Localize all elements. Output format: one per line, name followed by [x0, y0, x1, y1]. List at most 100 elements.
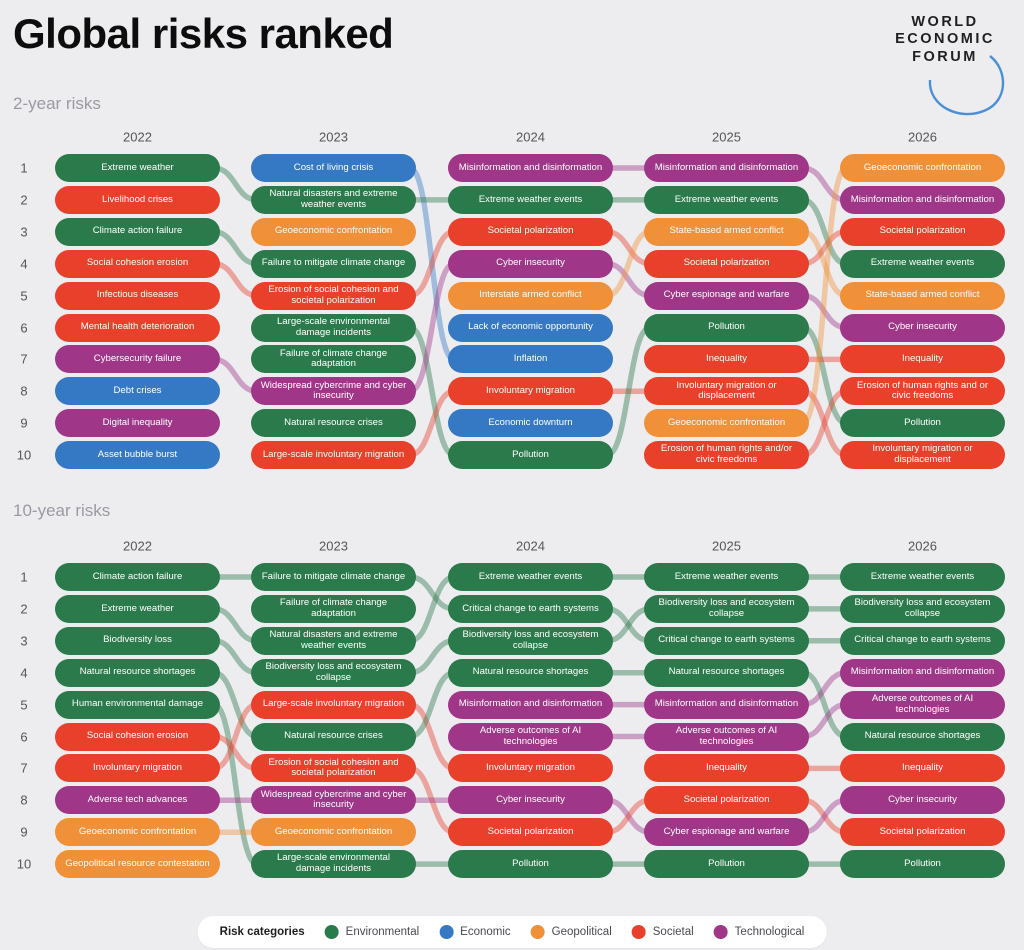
risk-pill: Extreme weather	[55, 154, 220, 182]
risk-pill: Widespread cybercrime and cyber insecuri…	[251, 786, 416, 815]
risk-pill: Natural resource shortages	[55, 658, 220, 687]
risk-pill: Interstate armed conflict	[448, 281, 613, 310]
risk-pill: Cyber insecurity	[840, 313, 1005, 342]
risk-pill: Human environmental damage	[55, 690, 220, 719]
rank-number: 6	[20, 729, 28, 744]
risk-pill: Societal polarization	[840, 818, 1005, 847]
risk-link	[800, 324, 849, 426]
year-header: 2024	[516, 129, 545, 145]
rank-number: 1	[20, 160, 28, 176]
risk-pill: Misinformation and disinformation	[644, 690, 809, 719]
risk-pill: Geoeconomic confrontation	[840, 154, 1005, 182]
year-header: 2024	[516, 538, 545, 554]
risk-link	[211, 701, 260, 772]
risk-pill: Geoeconomic confrontation	[644, 409, 809, 438]
risk-pill: Failure to mitigate climate change	[251, 249, 416, 278]
year-header: 2023	[319, 129, 348, 145]
risk-link	[211, 260, 260, 299]
year-header: 2022	[123, 538, 152, 554]
risk-pill: Inequality	[840, 754, 1005, 783]
risk-pill: Misinformation and disinformation	[448, 154, 613, 182]
risk-categories-legend: Risk categories Environmental Economic Geo…	[197, 916, 827, 948]
risk-pill: Large-scale involuntary migration	[251, 441, 416, 470]
rank-number: 5	[20, 697, 28, 713]
risk-pill: Pollution	[448, 850, 613, 879]
rank-number: 10	[16, 447, 32, 463]
risk-pill: Misinformation and disinformation	[644, 154, 809, 182]
risk-link	[407, 324, 457, 458]
risk-pill: Large-scale environmental damage inciden…	[251, 313, 416, 342]
rank-number: 4	[20, 256, 28, 272]
risk-link	[407, 165, 457, 363]
risk-pill: Debt crises	[55, 377, 220, 406]
category-dot-environmental	[324, 925, 339, 939]
risk-pill: Biodiversity loss and ecosystem collapse	[840, 594, 1005, 623]
risk-pill: Inflation	[448, 345, 613, 374]
risk-pill: Misinformation and disinformation	[448, 690, 613, 719]
legend-item-societal: Societal	[631, 925, 694, 939]
risk-pill: Involuntary migration	[448, 754, 613, 783]
risk-link	[407, 638, 457, 676]
risk-link	[407, 574, 457, 644]
year-header: 2022	[123, 129, 152, 145]
risk-pill: Extreme weather events	[644, 563, 809, 591]
risk-link	[407, 229, 457, 299]
risk-link	[211, 606, 260, 644]
legend-item-environmental: Environmental	[324, 925, 419, 939]
risk-link	[211, 638, 260, 676]
risk-pill: Misinformation and disinformation	[840, 185, 1005, 214]
risk-pill: Biodiversity loss and ecosystem collapse	[644, 594, 809, 623]
risk-link	[211, 165, 260, 203]
risk-pill: Adverse outcomes of AI technologies	[448, 722, 613, 751]
risk-pill: Inequality	[644, 754, 809, 783]
risk-pill: Societal polarization	[448, 818, 613, 847]
risk-pill: Extreme weather	[55, 594, 220, 623]
risk-pill: Geopolitical resource contestation	[55, 850, 220, 879]
risk-pill: Inequality	[644, 345, 809, 374]
rank-number: 7	[20, 760, 28, 776]
risk-link	[407, 388, 457, 458]
risk-link	[211, 229, 260, 267]
rank-number: 3	[20, 633, 28, 649]
rank-number: 2	[20, 192, 28, 208]
risk-link	[604, 324, 653, 458]
wef-logo-line-2: ECONOMIC	[895, 31, 995, 48]
risk-link	[800, 229, 849, 299]
risk-link	[604, 606, 653, 644]
rank-number: 8	[20, 383, 28, 399]
risk-pill: Pollution	[840, 409, 1005, 438]
legend-item-geopolitical: Geopolitical	[530, 925, 612, 939]
section-label-10-year: 10-year risks	[13, 501, 111, 520]
rank-number: 9	[20, 824, 28, 840]
risk-link	[407, 701, 457, 772]
risk-pill: Natural resource shortages	[644, 658, 809, 687]
risk-pill: Erosion of social cohesion and societal …	[251, 754, 416, 783]
risk-pill: Digital inequality	[55, 409, 220, 438]
year-header: 2026	[908, 129, 937, 145]
risk-pill: Extreme weather events	[840, 563, 1005, 591]
risk-link	[800, 669, 849, 740]
rank-number: 4	[20, 665, 28, 681]
risk-pill: Geoeconomic confrontation	[251, 217, 416, 246]
risk-pill: Critical change to earth systems	[840, 626, 1005, 655]
risk-link	[800, 388, 849, 458]
rank-number: 7	[20, 351, 28, 367]
risk-pill: Natural disasters and extreme weather ev…	[251, 626, 416, 655]
risk-pill: Extreme weather events	[448, 563, 613, 591]
risk-pill: Extreme weather events	[644, 185, 809, 214]
risk-pill: Erosion of human rights and/or civic fre…	[644, 441, 809, 470]
risk-pill: Adverse tech advances	[55, 786, 220, 815]
risk-pill: Natural resource shortages	[840, 722, 1005, 751]
risk-link	[407, 260, 457, 395]
legend-label: Economic	[460, 926, 511, 938]
rank-number: 5	[20, 288, 28, 304]
risk-pill: Adverse outcomes of AI technologies	[840, 690, 1005, 719]
rank-number: 3	[20, 224, 28, 240]
risk-pill: Mental health deterioration	[55, 313, 220, 342]
risk-pill: Biodiversity loss and ecosystem collapse	[251, 658, 416, 687]
risk-pill: Large-scale environmental damage inciden…	[251, 850, 416, 879]
risk-pill: Pollution	[840, 850, 1005, 879]
risk-pill: Social cohesion erosion	[55, 249, 220, 278]
risk-pill: Asset bubble burst	[55, 441, 220, 470]
